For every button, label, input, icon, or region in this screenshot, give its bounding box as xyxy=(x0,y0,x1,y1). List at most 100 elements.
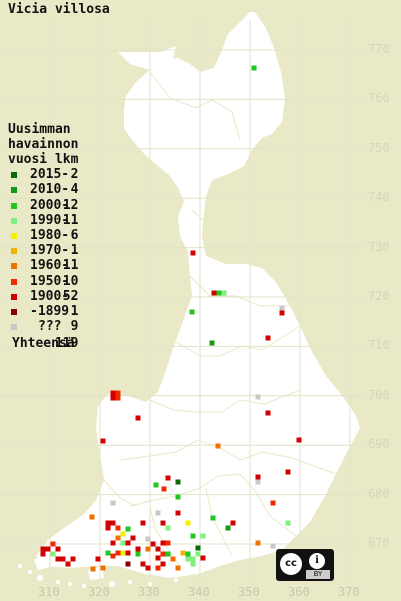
observation-square xyxy=(285,520,291,526)
observation-square xyxy=(175,494,181,500)
observation-square xyxy=(95,556,101,562)
legend-row: -1899 1 xyxy=(8,304,78,319)
legend-heading-1: Uusimman xyxy=(8,122,71,137)
observation-square xyxy=(110,553,116,559)
observation-square xyxy=(135,546,141,552)
legend-swatch xyxy=(11,308,17,315)
observation-square xyxy=(279,305,285,311)
island xyxy=(82,584,86,588)
observation-square xyxy=(135,415,141,421)
observation-square xyxy=(255,479,261,485)
legend-rows: 2015- 2 2010- 4 2000- 12 1990- 11 1980- 6 1970- 1 19… xyxy=(8,167,78,334)
legend-row-label: 1990- xyxy=(30,212,70,228)
legend-row: 1990- 11 xyxy=(8,213,78,228)
legend-swatch xyxy=(11,248,17,255)
observation-square xyxy=(195,545,201,551)
island xyxy=(68,582,72,586)
observation-square xyxy=(115,390,121,396)
observation-square xyxy=(185,551,191,557)
observation-square xyxy=(216,290,222,296)
observation-square xyxy=(200,533,206,539)
island xyxy=(128,580,132,584)
observation-square xyxy=(255,540,261,546)
legend-row-count: 1 xyxy=(70,243,79,259)
observation-square xyxy=(50,551,56,557)
observation-square xyxy=(209,340,215,346)
legend-col-count: lkm xyxy=(54,152,79,167)
observation-square xyxy=(150,541,156,547)
y-tick-label: 680 xyxy=(368,486,390,501)
island xyxy=(56,580,60,584)
observation-square xyxy=(165,525,171,531)
observation-square xyxy=(125,540,131,546)
observation-square xyxy=(105,550,111,556)
observation-square xyxy=(251,65,257,71)
observation-square xyxy=(175,479,181,485)
observation-square xyxy=(155,510,161,516)
observation-square xyxy=(255,474,261,480)
observation-square xyxy=(45,546,51,552)
observation-square xyxy=(170,556,176,562)
legend-column-header: vuosi lkm xyxy=(8,152,78,167)
observation-square xyxy=(221,290,227,296)
observation-square xyxy=(185,556,191,562)
observation-square xyxy=(130,535,136,541)
x-tick-label: 320 xyxy=(88,585,110,599)
observation-square xyxy=(110,390,116,396)
observation-square xyxy=(90,566,96,572)
observation-square xyxy=(115,535,121,541)
legend-swatch xyxy=(11,293,17,300)
x-tick-label: 340 xyxy=(188,585,210,599)
y-tick-label: 710 xyxy=(368,338,390,353)
coordinate-grid xyxy=(0,20,362,580)
legend-row-label: 2000- xyxy=(30,197,70,213)
y-tick-label: 750 xyxy=(368,140,390,155)
creative-commons-icon: cc xyxy=(280,553,302,575)
x-tick-label: 350 xyxy=(238,585,260,599)
legend-row-count: 52 xyxy=(62,288,79,304)
observation-square xyxy=(285,469,291,475)
observation-square xyxy=(190,250,196,256)
y-tick-label: 690 xyxy=(368,437,390,452)
legend-row-count: 11 xyxy=(62,212,79,228)
observation-square xyxy=(200,555,206,561)
observation-square xyxy=(160,520,166,526)
legend-row: 1950- 10 xyxy=(8,274,78,289)
observation-square xyxy=(110,500,116,506)
legend-row-label: 1950- xyxy=(30,273,70,289)
x-tick-label: 360 xyxy=(288,585,310,599)
legend-row-label: 1980- xyxy=(30,227,70,243)
observation-square xyxy=(120,550,126,556)
legend-col-year: vuosi xyxy=(8,152,48,167)
island xyxy=(37,575,43,581)
legend-row: 1980- 6 xyxy=(8,228,78,243)
legend-row-label: 1900- xyxy=(30,288,70,304)
observation-points xyxy=(40,65,302,572)
observation-square xyxy=(155,555,161,561)
observation-square xyxy=(115,550,121,556)
y-tick-label: 670 xyxy=(368,536,390,550)
observation-square xyxy=(296,437,302,443)
legend-total-label: Yhteensä xyxy=(12,336,75,352)
observation-square xyxy=(190,561,196,567)
legend-swatch xyxy=(11,278,17,285)
observation-square xyxy=(153,482,159,488)
legend-row: 1970- 1 xyxy=(8,243,78,258)
observation-square xyxy=(140,561,146,567)
observation-square xyxy=(125,561,131,567)
x-tick-label: 330 xyxy=(138,585,160,599)
observation-square xyxy=(105,520,111,526)
y-tick-label: 770 xyxy=(368,42,390,56)
legend-row-count: 6 xyxy=(70,227,79,243)
y-tick-label: 700 xyxy=(368,387,390,402)
legend-row: 2015- 2 xyxy=(8,167,78,182)
observation-square xyxy=(195,551,201,557)
observation-square xyxy=(175,565,181,571)
observation-square xyxy=(125,550,131,556)
legend-row: ??? 9 xyxy=(8,319,78,334)
observation-square xyxy=(160,561,166,567)
observation-square xyxy=(160,551,166,557)
island xyxy=(28,570,32,574)
